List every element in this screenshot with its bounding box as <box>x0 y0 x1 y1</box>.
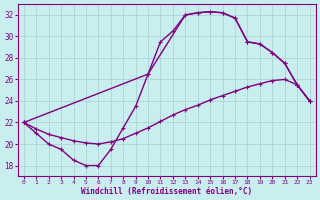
X-axis label: Windchill (Refroidissement éolien,°C): Windchill (Refroidissement éolien,°C) <box>81 187 252 196</box>
